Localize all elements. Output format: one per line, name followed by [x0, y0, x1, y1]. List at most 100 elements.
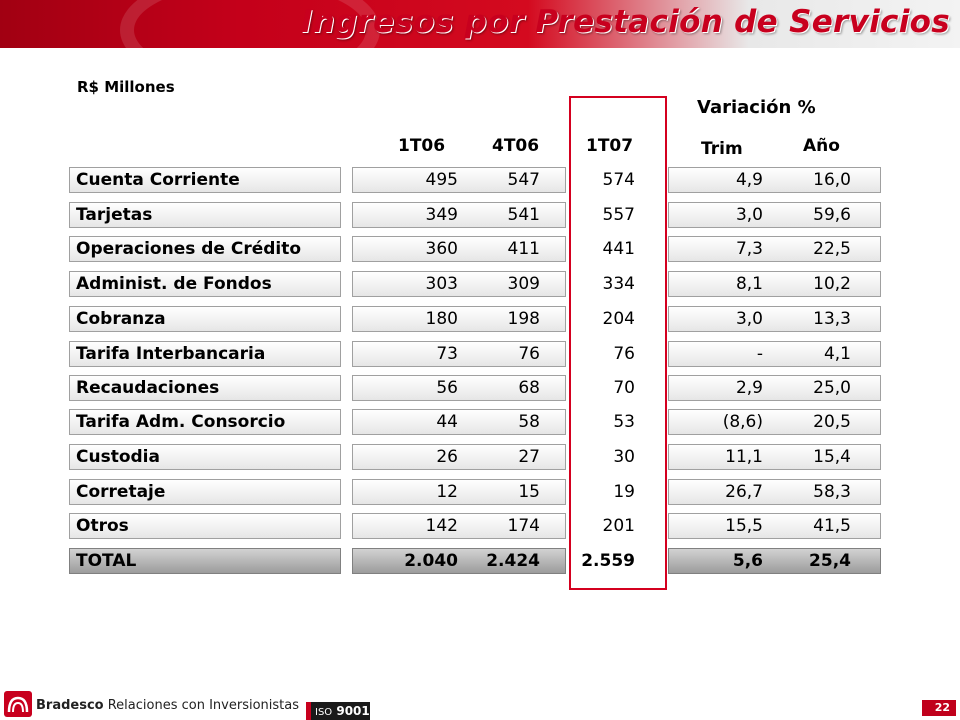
row-variation-box: [668, 513, 881, 539]
cell-q1t07: 2.559: [581, 551, 635, 571]
cell-trim: 3,0: [735, 309, 763, 329]
table-row: Cobranza 180 198 204 3,0 13,3: [0, 306, 960, 332]
table-row: Recaudaciones 56 68 70 2,9 25,0: [0, 375, 960, 401]
row-label-box: [69, 513, 341, 539]
iso-number: 9001: [336, 704, 370, 718]
cell-q1t06: 349: [425, 205, 458, 225]
bradesco-logo-icon: [4, 691, 32, 717]
table-row: Tarjetas 349 541 557 3,0 59,6: [0, 202, 960, 228]
row-label-box: [69, 409, 341, 435]
cell-q1t06: 73: [436, 344, 458, 364]
row-label-box: [69, 548, 341, 574]
table-row: Operaciones de Crédito 360 411 441 7,3 22,5: [0, 236, 960, 262]
brand-name: Bradesco: [36, 698, 104, 713]
row-variation-box: [668, 271, 881, 297]
cell-q1t06: 12: [436, 482, 458, 502]
row-variation-box: [668, 479, 881, 505]
table-row: Cuenta Corriente 495 547 574 4,9 16,0: [0, 167, 960, 193]
cell-anio: 16,0: [813, 170, 851, 190]
row-variation-box: [668, 375, 881, 401]
row-values-box: [352, 341, 566, 367]
row-label-box: [69, 444, 341, 470]
cell-q1t06: 26: [436, 447, 458, 467]
slide-header: Ingresos por Prestación de Servicios: [0, 0, 960, 48]
cell-anio: 59,6: [813, 205, 851, 225]
slide-footer: Bradesco Relaciones con Inversionistas I…: [0, 688, 960, 720]
row-values-box: [352, 513, 566, 539]
cell-q1t07: 557: [602, 205, 635, 225]
row-label-box: [69, 479, 341, 505]
row-values-box: [352, 375, 566, 401]
cell-q4t06: 411: [507, 239, 540, 259]
cell-anio: 41,5: [813, 516, 851, 536]
row-label: Recaudaciones: [76, 378, 220, 398]
row-label: Tarifa Adm. Consorcio: [76, 412, 286, 432]
row-variation-box: [668, 236, 881, 262]
row-values-box: [352, 409, 566, 435]
row-label: Tarifa Interbancaria: [76, 344, 266, 364]
cell-q1t06: 2.040: [404, 551, 458, 571]
row-label-box: [69, 271, 341, 297]
table-row: Tarifa Interbancaria 73 76 76 - 4,1: [0, 341, 960, 367]
cell-q1t06: 303: [425, 274, 458, 294]
cell-q1t06: 495: [425, 170, 458, 190]
column-header-1t06: 1T06: [398, 136, 446, 156]
cell-trim: 11,1: [725, 447, 763, 467]
cell-q4t06: 541: [507, 205, 540, 225]
cell-trim: 2,9: [735, 378, 763, 398]
cell-anio: 4,1: [823, 344, 851, 364]
current-quarter-highlight: [569, 96, 667, 590]
row-label-box: [69, 236, 341, 262]
cell-q1t07: 334: [602, 274, 635, 294]
row-label: Cobranza: [76, 309, 166, 329]
cell-q1t07: 30: [613, 447, 635, 467]
cell-anio: 15,4: [813, 447, 851, 467]
row-variation-box: [668, 202, 881, 228]
cell-trim: 5,6: [732, 551, 763, 571]
cell-trim: 26,7: [725, 482, 763, 502]
cell-q1t06: 360: [425, 239, 458, 259]
cell-q4t06: 174: [507, 516, 540, 536]
table-row: Otros 142 174 201 15,5 41,5: [0, 513, 960, 539]
cell-q4t06: 309: [507, 274, 540, 294]
cell-anio: 25,4: [809, 551, 851, 571]
cell-q1t07: 201: [602, 516, 635, 536]
cell-q1t07: 19: [613, 482, 635, 502]
row-variation-box: [668, 444, 881, 470]
cell-trim: -: [756, 344, 763, 364]
row-values-box: [352, 202, 566, 228]
cell-anio: 10,2: [813, 274, 851, 294]
row-label: Tarjetas: [76, 205, 153, 225]
iso-prefix: ISO: [315, 707, 333, 718]
page-number: 22: [922, 700, 956, 716]
column-header-trim: Trim: [701, 139, 743, 159]
cell-q4t06: 547: [507, 170, 540, 190]
row-values-box: [352, 167, 566, 193]
cell-anio: 22,5: [813, 239, 851, 259]
cell-q1t07: 70: [613, 378, 635, 398]
cell-q1t06: 180: [425, 309, 458, 329]
row-values-box: [352, 479, 566, 505]
cell-trim: 8,1: [735, 274, 763, 294]
row-variation-box: [668, 306, 881, 332]
total-row: TOTAL 2.040 2.424 2.559 5,6 25,4: [0, 548, 960, 574]
row-values-box: [352, 306, 566, 332]
row-variation-box: [668, 548, 881, 574]
cell-q1t06: 56: [436, 378, 458, 398]
footer-brand: Bradesco Relaciones con Inversionistas: [36, 698, 299, 713]
cell-q4t06: 2.424: [486, 551, 540, 571]
cell-q1t07: 76: [613, 344, 635, 364]
row-variation-box: [668, 409, 881, 435]
row-values-box: [352, 236, 566, 262]
cell-anio: 20,5: [813, 412, 851, 432]
table-row: Tarifa Adm. Consorcio 44 58 53 (8,6) 20,5: [0, 409, 960, 435]
row-label: Otros: [76, 516, 129, 536]
table-row: Administ. de Fondos 303 309 334 8,1 10,2: [0, 271, 960, 297]
row-label: Corretaje: [76, 482, 166, 502]
row-values-box: [352, 271, 566, 297]
cell-trim: 3,0: [735, 205, 763, 225]
column-header-4t06: 4T06: [492, 136, 540, 156]
table-row: Custodia 26 27 30 11,1 15,4: [0, 444, 960, 470]
cell-trim: 4,9: [735, 170, 763, 190]
row-label: Administ. de Fondos: [76, 274, 272, 294]
